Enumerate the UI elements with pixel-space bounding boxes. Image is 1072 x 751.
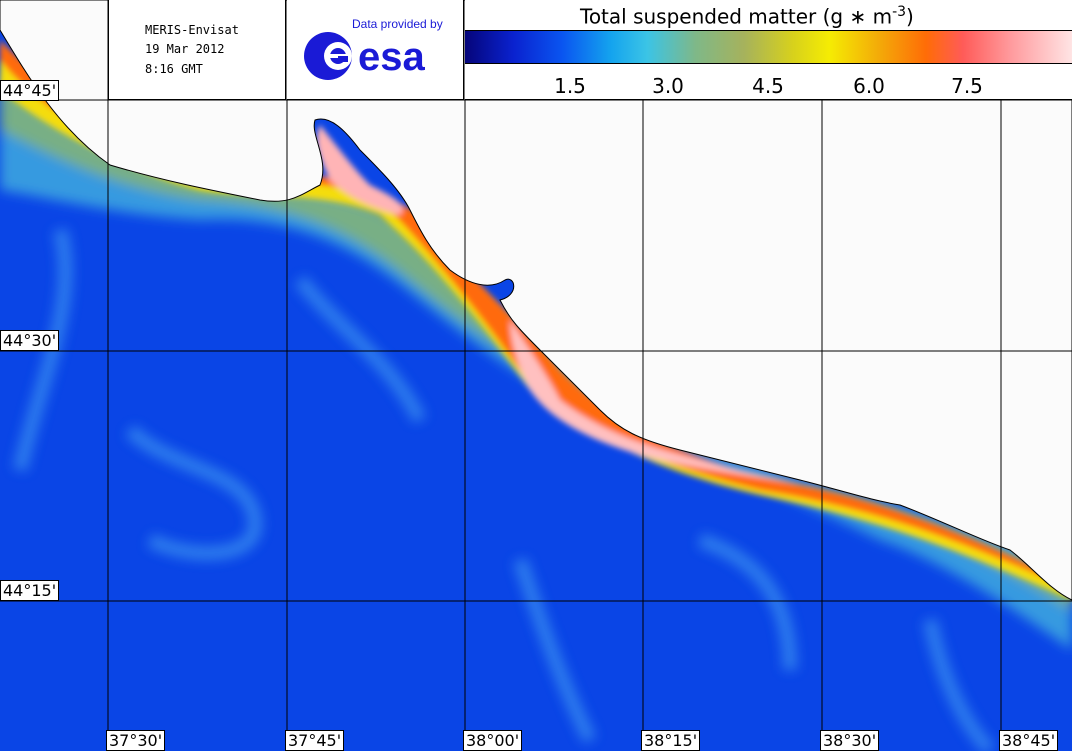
scale-tick: 1.5 — [554, 74, 586, 98]
scale-title: Total suspended matter (g ∗ m-3) — [580, 4, 914, 29]
esa-logo-panel: Data provided by esa — [287, 0, 464, 100]
lon-label: 38°15' — [641, 730, 701, 751]
scale-tick: 3.0 — [652, 74, 684, 98]
lat-label: 44°15' — [0, 580, 60, 601]
lat-label: 44°45' — [0, 80, 60, 101]
provider-text: Data provided by — [352, 17, 443, 31]
lon-label: 37°45' — [285, 730, 345, 751]
land — [0, 0, 1072, 601]
info-panel: MERIS-Envisat 19 Mar 2012 8:16 GMT — [108, 0, 286, 100]
scale-tick: 7.5 — [951, 74, 983, 98]
scale-tick: 6.0 — [853, 74, 885, 98]
satellite-label: MERIS-Envisat — [145, 23, 239, 37]
date-label: 19 Mar 2012 — [145, 42, 225, 56]
lon-label: 38°30' — [820, 730, 880, 751]
scale-tick: 4.5 — [752, 74, 784, 98]
lat-label: 44°30' — [0, 330, 60, 351]
lon-label: 37°30' — [106, 730, 166, 751]
color-scale-panel: Total suspended matter (g ∗ m-3) 1.5 3.0… — [465, 0, 1072, 100]
lon-label: 38°00' — [463, 730, 523, 751]
time-label: 8:16 GMT — [145, 62, 203, 76]
colorbar — [465, 30, 1072, 64]
lon-label: 38°45' — [999, 730, 1059, 751]
svg-text:esa: esa — [358, 35, 425, 79]
esa-logo-icon: esa — [304, 32, 425, 80]
sediment-plumes — [13, 228, 996, 751]
